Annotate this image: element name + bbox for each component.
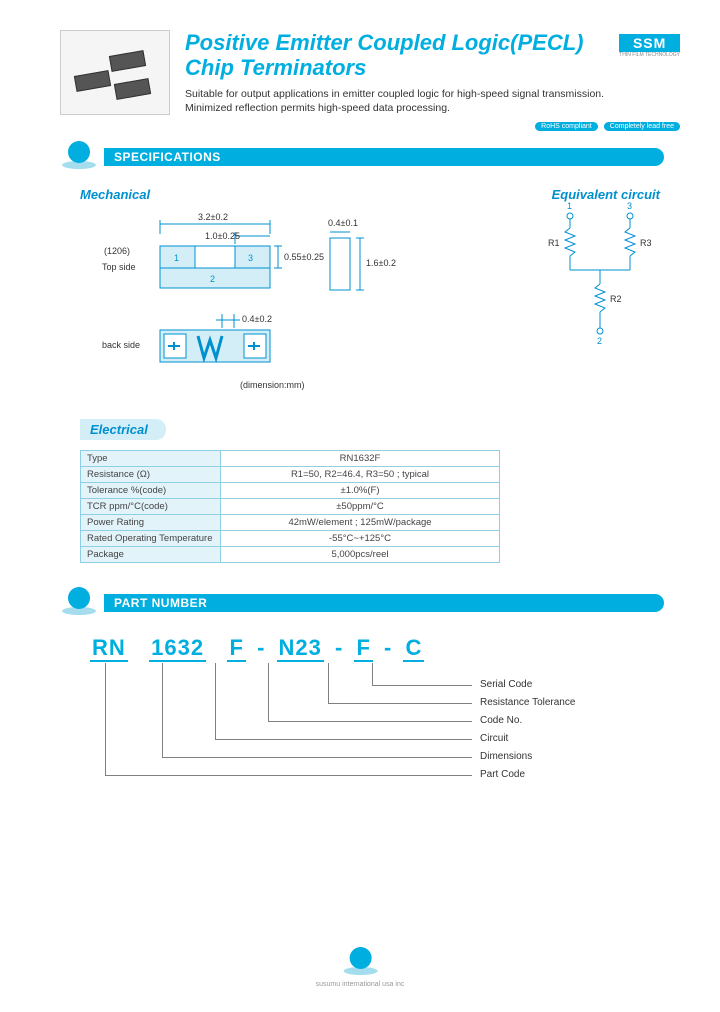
badge-leadfree: Completely lead free [604,122,680,131]
svg-text:2: 2 [597,336,602,346]
svg-text:1: 1 [174,253,179,263]
electrical-table: TypeRN1632FResistance (Ω)R1=50, R2=46.4,… [80,450,500,563]
section-icon [60,585,96,621]
svg-text:0.55±0.25: 0.55±0.25 [284,252,324,262]
table-row: TypeRN1632F [81,450,500,466]
svg-text:3.2±0.2: 3.2±0.2 [198,212,228,222]
section-bar-label: PART NUMBER [104,594,664,612]
svg-text:3: 3 [248,253,253,263]
pn-label-tol: Resistance Tolerance [480,697,575,708]
section-partnumber: PART NUMBER [60,585,680,621]
partnumber-code: RN 1632 F - N23 - F - C [90,635,680,661]
svg-text:1.6±0.2: 1.6±0.2 [366,258,396,268]
brand-logo: SSM THIN FILM TECHNOLOGY [619,34,680,58]
svg-text:R2: R2 [610,294,622,304]
pn-label-dim: Dimensions [480,751,532,762]
svg-text:R1: R1 [548,238,560,248]
table-row: Rated Operating Temperature-55°C~+125°C [81,530,500,546]
table-row: Package5,000pcs/reel [81,546,500,562]
logo-subtext: THIN FILM TECHNOLOGY [619,52,680,58]
section-bar-label: SPECIFICATIONS [104,148,664,166]
table-row: Tolerance %(code)±1.0%(F) [81,482,500,498]
electrical-heading: Electrical [80,419,166,440]
svg-text:0.4±0.1: 0.4±0.1 [328,218,358,228]
svg-text:back side: back side [102,340,140,350]
svg-text:(dimension:mm): (dimension:mm) [240,380,305,390]
svg-text:0.4±0.2: 0.4±0.2 [242,314,272,324]
svg-text:1: 1 [567,201,572,211]
svg-text:(1206): (1206) [104,246,130,256]
partnumber-bracket-diagram: Serial Code Resistance Tolerance Code No… [90,663,680,803]
footer-logo: susumu international usa inc [316,945,405,988]
pn-label-partcode: Part Code [480,769,525,780]
product-photo [60,30,170,115]
logo-text: SSM [619,34,680,52]
page-title: Positive Emitter Coupled Logic(PECL) Chi… [185,30,680,81]
svg-text:1.0±0.25: 1.0±0.25 [205,231,240,241]
equivalent-heading: Equivalent circuit [540,187,660,202]
svg-text:2: 2 [210,274,215,284]
equivalent-circuit-diagram: 1 3 2 R1 R3 R2 [540,210,660,360]
mechanical-diagram: 3.2±0.2 1.0±0.25 (1206) Top side 1 3 2 [80,208,390,398]
table-row: TCR ppm/°C(code)±50ppm/°C [81,498,500,514]
section-specifications: SPECIFICATIONS [60,139,680,175]
pn-label-serial: Serial Code [480,679,532,690]
table-row: Power Rating42mW/element ; 125mW/package [81,514,500,530]
badge-rohs: RoHS compliant [535,122,598,131]
pn-label-code: Code No. [480,715,522,726]
svg-text:3: 3 [627,201,632,211]
svg-text:Top side: Top side [102,262,136,272]
mechanical-heading: Mechanical [80,187,410,202]
pn-label-circuit: Circuit [480,733,508,744]
description: Suitable for output applications in emit… [185,87,680,115]
svg-text:R3: R3 [640,238,652,248]
section-icon [60,139,96,175]
table-row: Resistance (Ω)R1=50, R2=46.4, R3=50 ; ty… [81,466,500,482]
